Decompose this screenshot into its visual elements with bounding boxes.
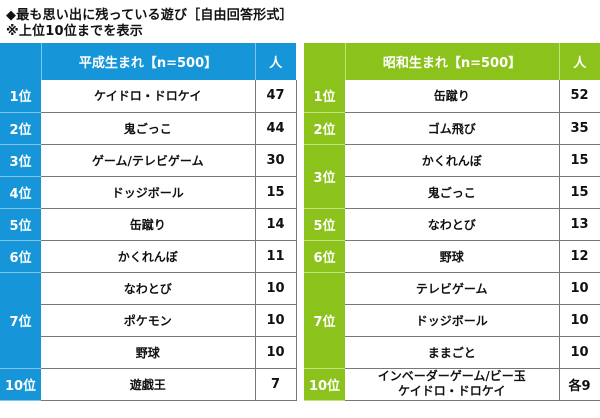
count-cell: 10	[254, 336, 297, 369]
table-row: 3位 ゲーム/テレビゲーム 30	[0, 144, 297, 177]
count-cell: 12	[558, 240, 600, 273]
count-cell: 44	[254, 112, 297, 145]
table-row: 2位 ゴム飛び 35	[304, 112, 600, 145]
rank-cell: 2位	[0, 112, 41, 145]
item-cell: 野球	[41, 336, 255, 369]
rank-cell: 3位	[0, 144, 41, 177]
table-row: ドッジボール 10	[304, 304, 600, 337]
count-cell: 10	[558, 272, 600, 305]
item-cell: かくれんぼ	[345, 144, 559, 177]
table-row: 3位 かくれんぼ 15	[304, 144, 600, 209]
table-row: ままごと 10	[304, 336, 600, 369]
table-header-row: 昭和生まれ【n=500】人	[304, 43, 600, 80]
page-title: ◆最も思い出に残っている遊び［自由回答形式］	[6, 8, 293, 23]
ranking-table-heisei: 平成生まれ【n=500】人 1位 ケイドロ・ドロケイ 47 2位 鬼ごっこ 44 3位 ゲーム/…	[0, 43, 297, 401]
rank-cell: 4位	[0, 176, 41, 209]
table-row: 1位 缶蹴り 52	[304, 80, 600, 113]
ranking-table-showa: 昭和生まれ【n=500】人 1位 缶蹴り 52 2位 ゴム飛び 35 3位 かくれんぼ 15 鬼ごっ…	[304, 43, 600, 401]
rank-cell: 5位	[0, 208, 41, 241]
item-header-cell: 平成生まれ【n=500】	[40, 43, 255, 80]
rank-cell: 1位	[0, 80, 41, 113]
table-row: 10位 インベーダーゲーム/ビー玉 ケイドロ・ドロケイ 各9	[304, 368, 600, 401]
count-cell: 14	[254, 208, 297, 241]
count-cell: 7	[254, 368, 297, 401]
table-row: 2位 鬼ごっこ 44	[0, 112, 297, 145]
count-cell: 52	[558, 80, 600, 113]
count-cell: 10	[254, 304, 297, 337]
rank-cell: 7位	[304, 272, 345, 369]
rank-cell: 7位	[0, 272, 41, 369]
table-row: 6位 かくれんぼ 11	[0, 240, 297, 273]
count-cell: 15	[558, 176, 600, 209]
count-cell: 10	[558, 304, 600, 337]
rank-cell: 2位	[304, 112, 345, 145]
rank-cell: 5位	[304, 208, 345, 241]
item-cell: かくれんぼ	[41, 240, 255, 273]
item-cell: 缶蹴り	[345, 80, 559, 113]
count-cell: 15	[254, 176, 297, 209]
item-cell: 缶蹴り	[41, 208, 255, 241]
item-cell: 野球	[345, 240, 559, 273]
count-cell: 各9	[558, 368, 600, 401]
count-cell: 13	[558, 208, 600, 241]
table-row: 6位 野球 12	[304, 240, 600, 273]
page-note: ※上位10位までを表示	[6, 24, 143, 39]
item-cell: ケイドロ・ドロケイ	[41, 80, 255, 113]
count-cell: 35	[558, 112, 600, 145]
count-cell: 10	[254, 272, 297, 305]
table-row: 鬼ごっこ 15	[304, 176, 600, 209]
rank-cell: 10位	[0, 368, 41, 401]
item-cell: ゴム飛び	[345, 112, 559, 145]
table-row: 5位 缶蹴り 14	[0, 208, 297, 241]
item-cell: ドッジボール	[41, 176, 255, 209]
item-cell: ままごと	[345, 336, 559, 369]
rank-cell: 6位	[304, 240, 345, 273]
table-row: 1位 ケイドロ・ドロケイ 47	[0, 80, 297, 113]
count-header-cell: 人	[558, 43, 600, 80]
rank-header-cell	[304, 43, 345, 80]
item-cell: なわとび	[345, 208, 559, 241]
item-cell: なわとび	[41, 272, 255, 305]
item-cell: 鬼ごっこ	[41, 112, 255, 145]
count-cell: 11	[254, 240, 297, 273]
count-header-cell: 人	[254, 43, 296, 80]
rank-cell: 10位	[304, 368, 345, 401]
rank-cell: 3位	[304, 144, 345, 209]
table-row: 4位 ドッジボール 15	[0, 176, 297, 209]
rank-cell: 6位	[0, 240, 41, 273]
count-cell: 10	[558, 336, 600, 369]
count-cell: 47	[254, 80, 297, 113]
item-cell: 遊戯王	[41, 368, 255, 401]
item-cell: インベーダーゲーム/ビー玉 ケイドロ・ドロケイ	[345, 368, 559, 401]
table-row: 7位 なわとび 10	[0, 272, 297, 369]
item-cell: ゲーム/テレビゲーム	[41, 144, 255, 177]
item-header-cell: 昭和生まれ【n=500】	[344, 43, 559, 80]
item-cell: 鬼ごっこ	[345, 176, 559, 209]
table-row: 7位 テレビゲーム 10	[304, 272, 600, 369]
table-row: ポケモン 10	[0, 304, 297, 337]
table-row: 10位 遊戯王 7	[0, 368, 297, 401]
item-cell: テレビゲーム	[345, 272, 559, 305]
count-cell: 15	[558, 144, 600, 177]
count-cell: 30	[254, 144, 297, 177]
item-cell: ポケモン	[41, 304, 255, 337]
item-cell: ドッジボール	[345, 304, 559, 337]
table-row: 野球 10	[0, 336, 297, 369]
table-header-row: 平成生まれ【n=500】人	[0, 43, 296, 80]
table-row: 5位 なわとび 13	[304, 208, 600, 241]
rank-cell: 1位	[304, 80, 345, 113]
rank-header-cell	[0, 43, 41, 80]
